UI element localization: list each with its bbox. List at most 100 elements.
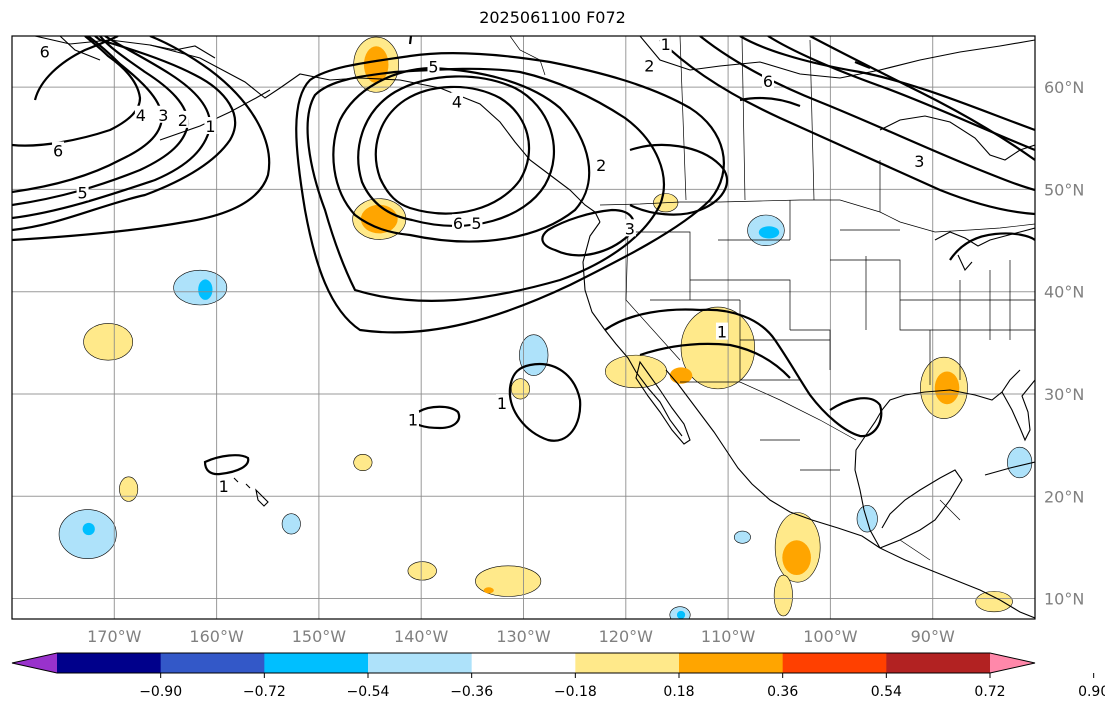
- contour-label-bg: [407, 410, 420, 428]
- contour-line: [739, 96, 801, 108]
- border-provinces: [509, 36, 881, 212]
- colorbar-tick-label: 0.72: [974, 684, 1005, 700]
- coastline-canada-north: [639, 36, 1035, 79]
- contour-label: 1: [205, 117, 215, 136]
- negative-anomaly-area: [758, 226, 780, 239]
- coastline-alaska: [34, 36, 601, 223]
- contour-label-bg: [623, 219, 636, 237]
- positive-anomaly-area: [773, 574, 793, 617]
- coastline-gulf-california: [665, 369, 881, 549]
- contour-line: [33, 36, 119, 101]
- contour-line: [639, 342, 791, 379]
- lon-tick-label: 160°W: [189, 627, 244, 646]
- coastline-central-america: [879, 547, 1035, 619]
- contour-line: [12, 36, 271, 242]
- negative-anomaly-area: [733, 530, 751, 544]
- contour-line: [408, 36, 413, 45]
- contour-line: [12, 36, 237, 232]
- contour-label: 3: [158, 106, 168, 125]
- contour-line: [949, 232, 1035, 261]
- colorbar-under-triangle: [12, 653, 57, 673]
- lon-tick-label: 100°W: [803, 627, 858, 646]
- positive-anomaly-area: [119, 476, 139, 502]
- colorbar-bin: [160, 653, 265, 673]
- lat-tick-label: 40°N: [1044, 283, 1084, 302]
- contour-line: [541, 208, 635, 257]
- contour-label: 4: [136, 106, 146, 125]
- colorbar-tick-label: −0.54: [347, 684, 390, 700]
- contour-line: [739, 36, 1035, 132]
- colorbar-bin: [264, 653, 369, 673]
- colorbar-outline: [11, 652, 1036, 674]
- lat-lon-gridlines: [12, 36, 1035, 619]
- lon-tick-label: 140°W: [394, 627, 449, 646]
- contour-line: [604, 308, 883, 438]
- lat-tick-label: 60°N: [1044, 78, 1084, 97]
- contour-label-bg: [595, 155, 608, 173]
- contour-line: [854, 60, 871, 70]
- contour-line: [374, 85, 531, 215]
- border-us-states: [625, 200, 1035, 385]
- contour-line: [809, 36, 1035, 161]
- lat-tick-label: 50°N: [1044, 180, 1084, 199]
- lat-tick-label: 30°N: [1044, 385, 1084, 404]
- colorbar-bin: [886, 653, 991, 673]
- negative-anomaly-area: [82, 522, 95, 536]
- positive-anomaly-area: [483, 587, 494, 594]
- coastline-hudson-bay: [879, 115, 1035, 161]
- colorbar-bin: [679, 653, 784, 673]
- contour-line: [508, 362, 582, 442]
- colorbar-tick-label: −0.90: [139, 684, 182, 700]
- colorbar-tick-label: −0.72: [243, 684, 286, 700]
- contour-label: 1: [661, 35, 671, 54]
- contour-label: 5: [428, 58, 438, 77]
- colorbar-tick-label: 0.90: [1078, 684, 1105, 700]
- negative-anomaly-area: [1007, 446, 1033, 479]
- lon-tick-label: 110°W: [701, 627, 756, 646]
- negative-anomaly-area: [198, 279, 213, 300]
- contour-label: 1: [408, 411, 418, 430]
- contour-label-bg: [76, 183, 89, 201]
- contour-label: 3: [914, 152, 924, 171]
- lon-tick-label: 120°W: [599, 627, 654, 646]
- contour-label-bg: [427, 57, 440, 75]
- contour-label: 3: [625, 219, 635, 238]
- contour-line: [659, 39, 1035, 216]
- contour-line: [12, 36, 212, 220]
- contour-label: 1: [717, 323, 727, 342]
- positive-anomaly-area: [680, 306, 755, 390]
- colorbar-bin: [575, 653, 680, 673]
- contour-label: 5: [471, 214, 481, 233]
- colorbar-tick-label: 0.54: [871, 684, 902, 700]
- lon-tick-label: 130°W: [496, 627, 551, 646]
- lon-tick-label: 170°W: [87, 627, 142, 646]
- contour-label: 6: [53, 142, 63, 161]
- coastline-cuba: [984, 461, 1035, 476]
- contour-label: 4: [452, 92, 462, 111]
- border-canada-us: [599, 199, 1035, 233]
- coastline-florida: [1001, 379, 1035, 442]
- contour-label-bg: [176, 110, 189, 128]
- contour-line: [306, 67, 665, 302]
- contour-label-bg: [157, 105, 170, 123]
- contour-label-bg: [496, 394, 509, 412]
- coastlines-and-borders: [34, 36, 1035, 619]
- positive-anomaly-area: [669, 367, 693, 384]
- contour-label-bg: [134, 105, 147, 123]
- positive-anomaly-area: [510, 378, 530, 400]
- colorbar-ticks: −0.90 −0.72 −0.54 −0.36 −0.18 0.18 0.36 0.54 0.7…: [139, 673, 1105, 700]
- positive-anomaly-area: [975, 591, 1013, 613]
- coastline-baja: [635, 360, 691, 445]
- negative-anomaly-area: [676, 610, 686, 619]
- contour-label-bg: [217, 477, 230, 495]
- contour-label: 6: [453, 214, 463, 233]
- contour-label: 6: [763, 72, 773, 91]
- negative-anomaly-area: [856, 505, 878, 533]
- contour-label-bg: [452, 214, 465, 232]
- contour-label: 6: [40, 42, 50, 61]
- contour-lines: [12, 36, 1035, 476]
- negative-anomaly-area: [281, 513, 301, 535]
